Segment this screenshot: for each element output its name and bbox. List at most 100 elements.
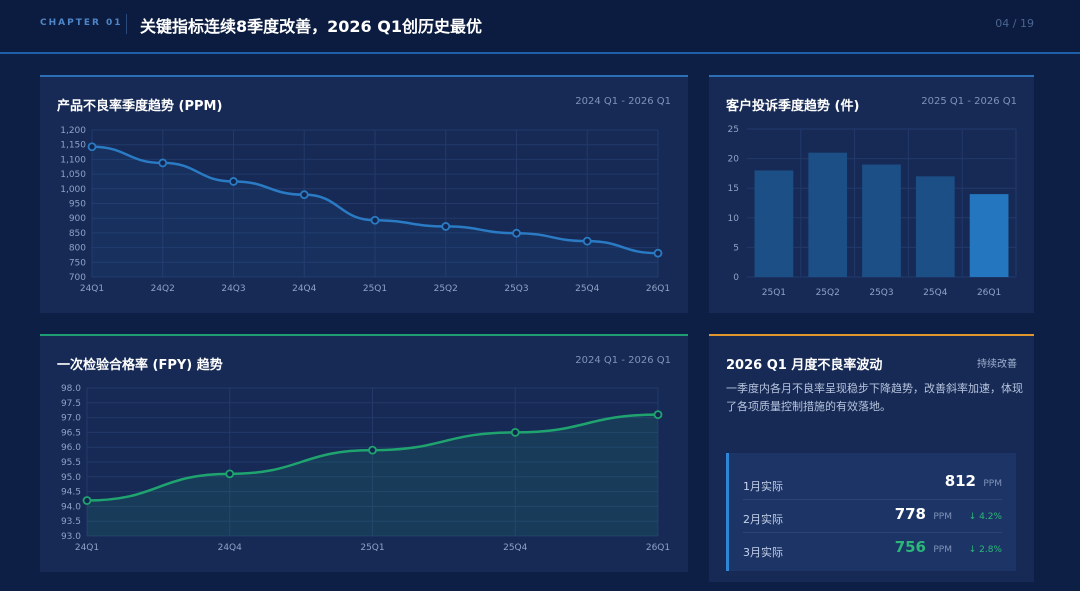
data-point xyxy=(653,248,663,258)
stat-label: 1月实际 xyxy=(743,480,783,493)
monthly-panel-title: 2026 Q1 月度不良率波动 xyxy=(726,358,883,373)
x-tick-label: 25Q1 xyxy=(363,284,387,294)
stat-unit: PPM xyxy=(933,512,952,522)
x-tick-label: 24Q1 xyxy=(80,284,104,294)
y-tick-label: 850 xyxy=(69,229,86,239)
header-divider xyxy=(126,14,127,34)
data-point xyxy=(229,177,238,186)
bar xyxy=(969,194,1009,277)
x-tick-label: 24Q4 xyxy=(218,543,243,553)
y-tick-label: 98.0 xyxy=(61,384,81,394)
area-fill xyxy=(87,414,658,536)
page-number: 04 / 19 xyxy=(995,17,1034,30)
complaints-panel-title: 客户投诉季度趋势 (件) xyxy=(726,99,860,114)
data-point xyxy=(512,228,521,238)
x-tick-label: 25Q1 xyxy=(360,543,384,553)
fpy-trend-panel: 一次检验合格率 (FPY) 趋势 2024 Q1 - 2026 Q1 93.0 9… xyxy=(40,334,688,572)
y-tick-label: 20 xyxy=(728,155,740,165)
improvement-tag: 持续改善 xyxy=(977,359,1017,370)
y-tick-label: 94.0 xyxy=(61,502,81,512)
bar xyxy=(808,152,848,277)
x-tick-label: 24Q1 xyxy=(75,543,99,553)
x-tick-label: 25Q4 xyxy=(575,284,600,294)
data-point xyxy=(653,410,663,420)
ppm-trend-panel: 产品不良率季度趋势 (PPM) 2024 Q1 - 2026 Q1 700 750… xyxy=(40,75,688,313)
header-bar: CHAPTER 01 关键指标连续8季度改善，2026 Q1创历史最优 04 /… xyxy=(0,0,1080,52)
y-tick-label: 97.0 xyxy=(61,414,81,424)
page-title: 关键指标连续8季度改善，2026 Q1创历史最优 xyxy=(140,17,482,36)
monthly-defect-panel: 2026 Q1 月度不良率波动 持续改善 一季度内各月不良率呈现稳步下降趋势，改… xyxy=(709,334,1034,582)
data-point xyxy=(225,469,235,479)
stat-unit: PPM xyxy=(933,545,952,555)
y-tick-label: 25 xyxy=(728,125,739,135)
y-tick-label: 5 xyxy=(733,243,739,253)
data-point xyxy=(87,142,97,152)
ppm-line-chart: 700 750 800 850 900 950 1,000 1,050 1,100 1,150 1,… xyxy=(60,126,670,294)
y-tick-label: 0 xyxy=(733,273,739,283)
y-tick-label: 95.5 xyxy=(61,458,81,468)
series-line xyxy=(91,145,659,255)
data-point xyxy=(582,236,592,246)
x-tick-label: 25Q3 xyxy=(504,284,528,294)
data-point xyxy=(370,215,380,225)
stat-label: 2月实际 xyxy=(743,513,783,526)
fpy-area-chart: 93.0 93.5 94.0 94.5 95.0 95.5 96.0 96.5 97.0 97.5… xyxy=(61,384,670,553)
data-point xyxy=(82,496,92,505)
fpy-panel-range: 2024 Q1 - 2026 Q1 xyxy=(575,355,671,366)
y-tick-label: 94.5 xyxy=(61,488,81,498)
x-tick-label: 25Q2 xyxy=(816,288,840,298)
stat-unit: PPM xyxy=(983,479,1002,489)
chapter-label: CHAPTER 01 xyxy=(40,18,123,28)
complaints-panel-range: 2025 Q1 - 2026 Q1 xyxy=(921,96,1017,107)
stat-delta: ↓ 4.2% xyxy=(968,512,1002,522)
data-point xyxy=(158,158,168,168)
y-tick-label: 95.0 xyxy=(61,473,81,483)
ppm-panel-range: 2024 Q1 - 2026 Q1 xyxy=(575,96,671,107)
data-point xyxy=(368,445,377,455)
x-tick-label: 24Q2 xyxy=(151,284,175,294)
row-divider xyxy=(743,532,1002,533)
data-point xyxy=(441,222,451,231)
data-point xyxy=(299,190,309,200)
area-fill xyxy=(92,146,658,277)
bar xyxy=(754,170,794,277)
header-underline xyxy=(0,52,1080,54)
y-tick-label: 1,200 xyxy=(60,126,86,136)
x-tick-label: 25Q4 xyxy=(503,543,528,553)
x-tick-label: 24Q3 xyxy=(221,284,245,294)
row-divider xyxy=(743,499,1002,500)
x-tick-label: 25Q4 xyxy=(923,288,948,298)
data-point xyxy=(510,428,520,437)
y-tick-label: 15 xyxy=(728,184,739,194)
y-tick-label: 1,150 xyxy=(60,141,86,151)
y-tick-label: 96.0 xyxy=(61,443,81,453)
complaints-bar-chart: 0 5 10 15 20 25 25Q1 25Q2 25Q3 25Q4 26Q1 xyxy=(728,125,1017,298)
stat-value: 778 xyxy=(894,505,926,523)
y-tick-label: 700 xyxy=(69,273,86,283)
stat-row-jan: 1月实际 812 PPM xyxy=(729,467,1016,500)
x-tick-label: 25Q2 xyxy=(434,284,458,294)
stats-accent-bar xyxy=(726,453,729,571)
x-tick-label: 26Q1 xyxy=(646,284,670,294)
stat-value: 756 xyxy=(894,538,926,556)
y-tick-label: 950 xyxy=(69,200,86,210)
y-tick-label: 1,000 xyxy=(60,185,86,195)
y-tick-label: 10 xyxy=(728,214,740,224)
x-tick-label: 26Q1 xyxy=(977,288,1001,298)
y-tick-label: 900 xyxy=(69,214,86,224)
monthly-stats-card: 1月实际 812 PPM 2月实际 778 PPM ↓ 4.2% 3月实际 75… xyxy=(726,453,1016,571)
y-tick-label: 97.5 xyxy=(61,399,81,409)
stat-row-feb: 2月实际 778 PPM ↓ 4.2% xyxy=(729,500,1016,533)
y-tick-label: 1,100 xyxy=(60,155,86,165)
ppm-panel-title: 产品不良率季度趋势 (PPM) xyxy=(57,99,223,114)
x-tick-label: 26Q1 xyxy=(646,543,670,553)
x-tick-label: 24Q4 xyxy=(292,284,317,294)
x-tick-label: 25Q3 xyxy=(869,288,893,298)
complaints-trend-panel: 客户投诉季度趋势 (件) 2025 Q1 - 2026 Q1 0 5 10 15 20 2… xyxy=(709,75,1034,313)
x-tick-label: 25Q1 xyxy=(762,288,786,298)
stat-value: 812 xyxy=(944,472,976,490)
monthly-description: 一季度内各月不良率呈现稳步下降趋势，改善斜率加速，体现了各项质量控制措施的有效落… xyxy=(726,382,1023,413)
stat-delta: ↓ 2.8% xyxy=(968,545,1002,555)
bar xyxy=(862,164,901,277)
y-tick-label: 1,050 xyxy=(60,170,86,180)
